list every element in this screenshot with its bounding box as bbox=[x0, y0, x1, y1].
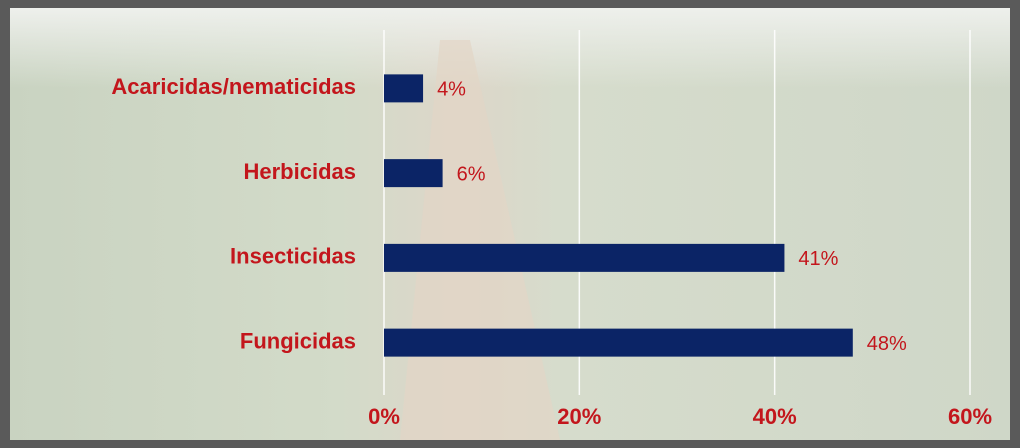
x-tick-label: 60% bbox=[948, 404, 992, 429]
bar bbox=[384, 328, 853, 357]
x-tick-label: 20% bbox=[557, 404, 601, 429]
bar bbox=[384, 74, 424, 103]
bar bbox=[384, 243, 785, 272]
background-sky bbox=[10, 8, 1010, 88]
x-tick-label: 0% bbox=[368, 404, 400, 429]
x-tick-label: 40% bbox=[753, 404, 797, 429]
value-label: 48% bbox=[867, 333, 907, 355]
value-label: 6% bbox=[457, 163, 486, 185]
y-tick-label: Fungicidas bbox=[240, 328, 356, 353]
y-tick-label: Insecticidas bbox=[230, 244, 356, 269]
y-tick-label: Herbicidas bbox=[244, 159, 357, 184]
y-tick-label: Acaricidas/nematicidas bbox=[111, 74, 356, 99]
value-label: 4% bbox=[437, 79, 466, 101]
bar bbox=[384, 159, 443, 188]
value-label: 41% bbox=[798, 248, 838, 270]
